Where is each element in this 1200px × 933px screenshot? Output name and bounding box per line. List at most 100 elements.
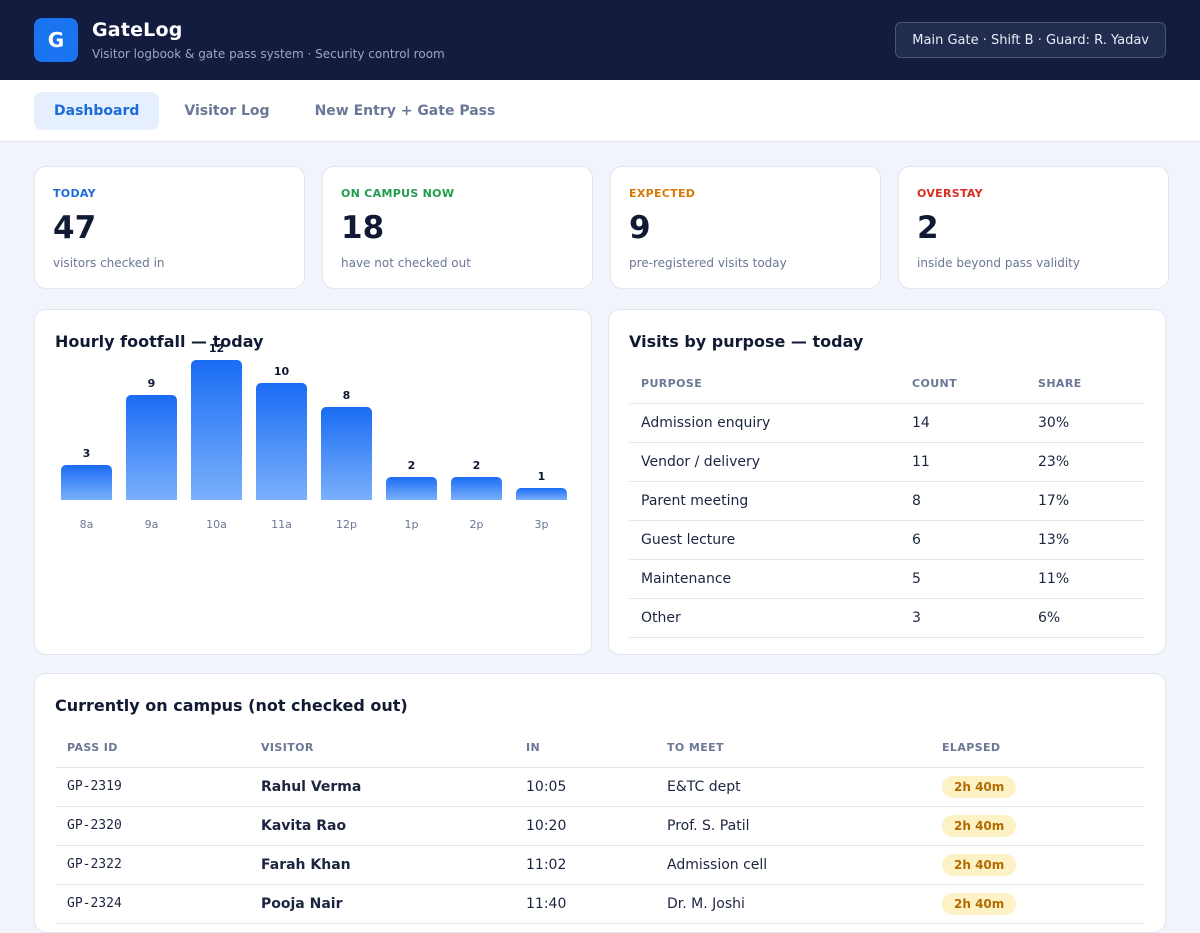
column-header: VISITOR	[249, 729, 514, 768]
table-row: Other 3 6%	[629, 598, 1145, 638]
elapsed-badge: 2h 40m	[942, 775, 1017, 798]
in-time-cell: 11:02	[514, 845, 655, 885]
table-row[interactable]: GP-2324 Pooja Nair 11:40 Dr. M. Joshi 2h…	[55, 884, 1145, 924]
share-cell: 6%	[1026, 598, 1145, 638]
stat-card-today: TODAY 47 visitors checked in	[34, 166, 305, 289]
on-campus-card: Currently on campus (not checked out) PA…	[34, 673, 1166, 933]
stat-label: OVERSTAY	[917, 187, 983, 200]
table-row: Parent meeting 8 17%	[629, 481, 1145, 521]
bar	[61, 465, 112, 500]
bar	[321, 407, 372, 500]
bar-category-label: 12p	[336, 518, 357, 531]
stat-value: 18	[341, 210, 385, 246]
footfall-chart: 3 8a 9 9a 12 10a 10 11a 8 12p 2 1p 2 2p 1 3p	[55, 342, 573, 550]
stat-value: 2	[917, 210, 939, 246]
bar-value-label: 12	[208, 342, 225, 355]
bar	[516, 488, 567, 500]
bar	[126, 395, 177, 500]
top-bar: G GateLog Visitor logbook & gate pass sy…	[0, 0, 1200, 80]
stat-desc: pre-registered visits today	[629, 256, 787, 270]
on-campus-table: PASS ID VISITOR IN TO MEET ELAPSED GP-23…	[55, 729, 1145, 924]
to-meet-cell: E&TC dept	[655, 767, 930, 807]
bar-category-label: 3p	[534, 518, 549, 531]
table-row: Maintenance 5 11%	[629, 559, 1145, 599]
pass-id-cell: GP-2322	[55, 845, 249, 885]
share-cell: 23%	[1026, 442, 1145, 482]
app-logo: G	[34, 18, 78, 62]
column-header: IN	[514, 729, 655, 768]
stat-value: 47	[53, 210, 97, 246]
bar-category-label: 8a	[79, 518, 94, 531]
column-header: ELAPSED	[930, 729, 1145, 768]
count-cell: 8	[900, 481, 1026, 521]
footfall-title: Hourly footfall — today	[55, 332, 264, 351]
bar-value-label: 9	[147, 377, 156, 390]
count-cell: 11	[900, 442, 1026, 482]
column-header: SHARE	[1026, 365, 1145, 404]
share-cell: 30%	[1026, 403, 1145, 443]
visitor-cell: Rahul Verma	[249, 767, 514, 807]
purpose-cell: Guest lecture	[629, 520, 900, 560]
table-row[interactable]: GP-2320 Kavita Rao 10:20 Prof. S. Patil …	[55, 806, 1145, 846]
to-meet-cell: Prof. S. Patil	[655, 806, 930, 846]
table-header-row: PASS ID VISITOR IN TO MEET ELAPSED	[55, 729, 1145, 768]
table-row: Admission enquiry 14 30%	[629, 403, 1145, 443]
stats-row: TODAY 47 visitors checked in ON CAMPUS N…	[34, 166, 1169, 289]
tab-new-entry[interactable]: New Entry + Gate Pass	[314, 102, 496, 119]
bar-category-label: 9a	[144, 518, 159, 531]
column-header: COUNT	[900, 365, 1026, 404]
elapsed-badge: 2h 40m	[942, 814, 1017, 837]
table-row[interactable]: GP-2322 Farah Khan 11:02 Admission cell …	[55, 845, 1145, 885]
share-cell: 17%	[1026, 481, 1145, 521]
share-cell: 13%	[1026, 520, 1145, 560]
bar	[191, 360, 242, 500]
tab-visitor-log[interactable]: Visitor Log	[184, 102, 270, 119]
purpose-cell: Maintenance	[629, 559, 900, 599]
count-cell: 6	[900, 520, 1026, 560]
bar	[256, 383, 307, 500]
count-cell: 3	[900, 598, 1026, 638]
column-header: PASS ID	[55, 729, 249, 768]
bar-category-label: 10a	[206, 518, 227, 531]
stat-desc: have not checked out	[341, 256, 471, 270]
stat-desc: inside beyond pass validity	[917, 256, 1080, 270]
column-header: TO MEET	[655, 729, 930, 768]
pass-id-cell: GP-2324	[55, 884, 249, 924]
elapsed-badge: 2h 40m	[942, 892, 1017, 915]
bar-category-label: 2p	[469, 518, 484, 531]
bar-value-label: 2	[472, 459, 481, 472]
in-time-cell: 10:05	[514, 767, 655, 807]
stat-value: 9	[629, 210, 651, 246]
bar	[451, 477, 502, 500]
elapsed-badge: 2h 40m	[942, 853, 1017, 876]
stat-label: ON CAMPUS NOW	[341, 187, 455, 200]
purpose-title: Visits by purpose — today	[629, 332, 864, 351]
app-title: GateLog	[92, 19, 183, 41]
in-time-cell: 11:40	[514, 884, 655, 924]
in-time-cell: 10:20	[514, 806, 655, 846]
column-header: PURPOSE	[629, 365, 900, 404]
bar-value-label: 2	[407, 459, 416, 472]
share-cell: 11%	[1026, 559, 1145, 599]
bar-value-label: 8	[342, 389, 351, 402]
visitor-cell: Pooja Nair	[249, 884, 514, 924]
stat-label: EXPECTED	[629, 187, 696, 200]
table-row[interactable]: GP-2319 Rahul Verma 10:05 E&TC dept 2h 4…	[55, 767, 1145, 807]
bar-value-label: 10	[273, 365, 290, 378]
visitor-cell: Farah Khan	[249, 845, 514, 885]
stat-label: TODAY	[53, 187, 96, 200]
elapsed-cell: 2h 40m	[930, 806, 1145, 846]
table-header-row: PURPOSE COUNT SHARE	[629, 365, 1145, 404]
bar-category-label: 11a	[271, 518, 292, 531]
bar-value-label: 3	[82, 447, 91, 460]
purpose-table: PURPOSE COUNT SHARE Admission enquiry 14…	[629, 365, 1145, 638]
shift-info-button[interactable]: Main Gate · Shift B · Guard: R. Yadav	[895, 22, 1166, 58]
stat-card-on-campus: ON CAMPUS NOW 18 have not checked out	[322, 166, 593, 289]
purpose-cell: Other	[629, 598, 900, 638]
stat-card-overstay: OVERSTAY 2 inside beyond pass validity	[898, 166, 1169, 289]
to-meet-cell: Dr. M. Joshi	[655, 884, 930, 924]
brand: GateLog Visitor logbook & gate pass syst…	[92, 19, 445, 61]
tab-dashboard[interactable]: Dashboard	[34, 91, 160, 130]
purpose-card: Visits by purpose — today PURPOSE COUNT …	[608, 309, 1166, 655]
nav-tabs: Dashboard Visitor Log New Entry + Gate P…	[0, 80, 1200, 142]
